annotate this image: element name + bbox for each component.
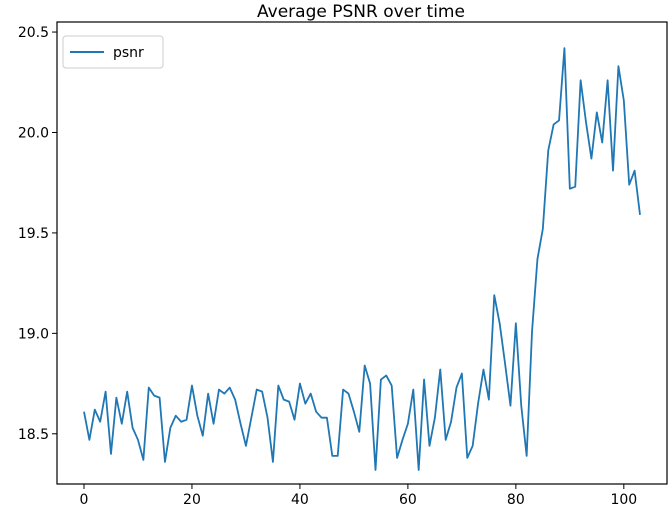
- axis-ticks: 0 20 40 60 80 100 18.5 19.0 19.5 20.0 20.5: [18, 25, 637, 508]
- series-line-psnr: [83, 47, 641, 471]
- x-tick-label: 0: [80, 492, 89, 508]
- x-tick-label: 80: [507, 492, 525, 508]
- chart-title: Average PSNR over time: [257, 2, 465, 22]
- y-tick-label: 19.0: [18, 326, 49, 342]
- y-tick-label: 20.5: [18, 25, 49, 41]
- y-tick-label: 19.5: [18, 226, 49, 242]
- x-tick-label: 20: [183, 492, 201, 508]
- plot-area: 0 20 40 60 80 100 18.5 19.0 19.5 20.0 20.5: [18, 21, 668, 508]
- x-tick-label: 60: [399, 492, 417, 508]
- series-layer: [83, 47, 641, 471]
- y-tick-label: 18.5: [18, 427, 49, 443]
- y-tick-label: 20.0: [18, 125, 49, 141]
- legend-label-psnr: psnr: [113, 45, 144, 61]
- legend-box: [62, 35, 164, 69]
- x-tick-label: 40: [291, 492, 309, 508]
- x-tick-label: 100: [610, 492, 637, 508]
- legend: psnr: [62, 35, 164, 69]
- plot-frame: [56, 21, 668, 485]
